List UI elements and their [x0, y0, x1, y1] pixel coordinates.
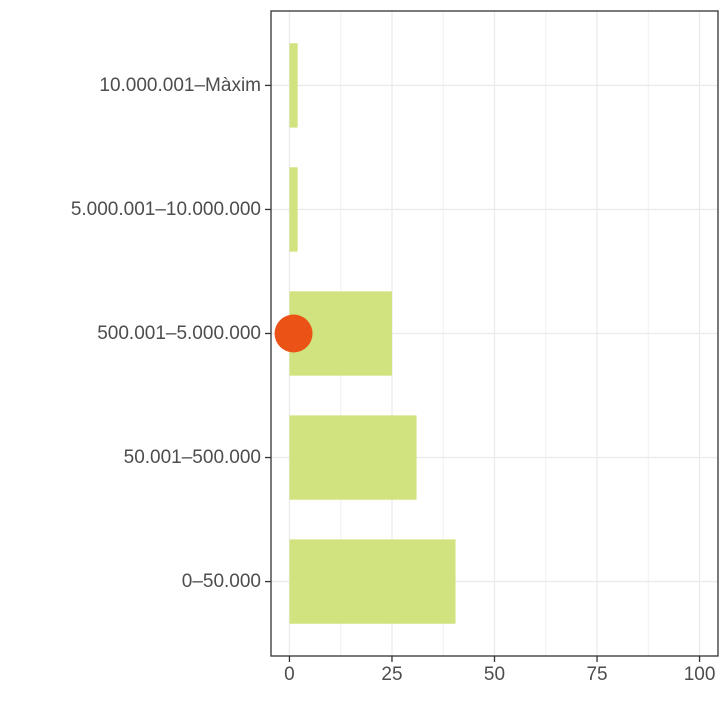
- y-tick-label: 50.001–500.000: [124, 447, 261, 468]
- y-tick-label: 5.000.001–10.000.000: [71, 199, 261, 220]
- x-tick-label: 50: [484, 664, 505, 685]
- highlight-layer: [274, 314, 313, 353]
- bars-layer: [289, 43, 456, 624]
- x-tick-label: 25: [381, 664, 402, 685]
- highlight-point: [274, 314, 313, 353]
- x-tick-label: 100: [684, 664, 716, 685]
- bar: [289, 539, 456, 624]
- y-tick-label: 0–50.000: [182, 571, 261, 592]
- bar: [289, 43, 298, 128]
- y-tick-label: 10.000.001–Màxim: [99, 75, 261, 96]
- y-axis: 0–50.000 50.001–500.000 500.001–5.000.000 5…: [71, 75, 271, 592]
- x-axis: 0 25 50 75 100: [284, 656, 715, 685]
- y-tick-label: 500.001–5.000.000: [97, 323, 261, 344]
- x-tick-label: 0: [284, 664, 295, 685]
- x-tick-label: 75: [586, 664, 607, 685]
- bar: [289, 167, 298, 252]
- bar: [289, 415, 417, 500]
